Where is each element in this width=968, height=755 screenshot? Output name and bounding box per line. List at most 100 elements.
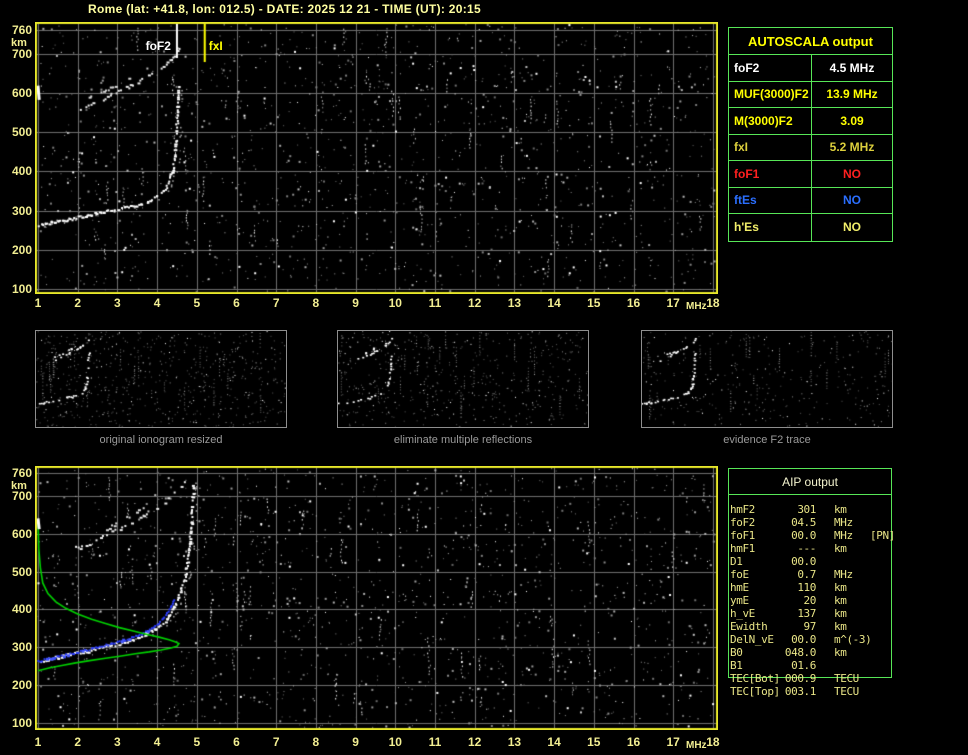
autoscala-row: M(3000)F2 3.09 [729, 108, 892, 135]
aip-param: h_vE [730, 607, 755, 620]
autoscala-value: 4.5 MHz [829, 60, 875, 75]
aip-param: hmF1 [730, 542, 755, 555]
x-axis-tick: 16 [626, 296, 641, 310]
aip-param: TEC[Top] [730, 685, 780, 698]
y-axis-tick: 400 [11, 164, 32, 179]
aip-note: [PN] [870, 529, 895, 542]
aip-unit: km [834, 503, 847, 516]
aip-param: Ewidth [730, 620, 768, 633]
aip-unit [834, 555, 868, 568]
x-axis-tick: 7 [272, 735, 280, 749]
x-axis-tick: 13 [507, 296, 522, 310]
aip-value: 97 [803, 620, 817, 633]
x-axis-tick: 8 [312, 735, 320, 749]
panel-eliminate-reflections-canvas [338, 331, 588, 427]
autoscala-value: 5.2 MHz [829, 140, 875, 155]
autoscala-param: ftEs [729, 187, 812, 213]
autoscala-param: MUF(3000)F2 [729, 81, 812, 107]
autoscala-row: foF2 4.5 MHz [729, 55, 892, 82]
x-axis-tick: 12 [468, 735, 482, 749]
aip-table-title: AIP output [729, 469, 891, 495]
aip-row: B0 048.0 km [730, 646, 910, 659]
aip-param: DelN_vE [730, 633, 774, 646]
x-axis-tick: 2 [74, 296, 82, 310]
x-axis-tick: 5 [193, 735, 201, 749]
autoscala-table-title: AUTOSCALA output [729, 28, 892, 55]
autoscala-value: 3.09 [840, 113, 864, 128]
x-axis-tick: 1 [34, 296, 42, 310]
panel-caption-evidence: evidence F2 trace [723, 434, 811, 446]
aip-unit: MHz [834, 568, 853, 581]
aip-value: --- [797, 542, 816, 555]
aip-row: h_vE 137 km [730, 607, 910, 620]
aip-row: foF1 00.0 MHz [PN] [730, 529, 910, 542]
aip-row: DelN_vE 00.0 m^(-3) [730, 633, 910, 646]
y-axis-tick: 760 [11, 466, 32, 480]
autoscala-value: NO [843, 166, 861, 181]
y-axis-tick: 600 [11, 526, 32, 541]
aip-param: D1 [730, 555, 743, 568]
page-title: Rome (lat: +41.8, lon: 012.5) - DATE: 20… [88, 2, 481, 16]
aip-unit: km [834, 646, 847, 659]
aip-unit: MHz [834, 516, 853, 529]
x-axis-tick: 18 [706, 296, 720, 310]
autoscala-row: foF1 NO [729, 161, 892, 188]
x-axis-tick: 3 [114, 296, 121, 310]
x-axis-tick: 9 [352, 296, 359, 310]
y-axis-tick: 700 [11, 488, 32, 503]
aip-value: 00.0 [791, 555, 816, 568]
y-axis-unit-label: km [11, 37, 27, 49]
y-axis-tick: 200 [11, 678, 32, 693]
aip-unit: TECU [834, 685, 859, 698]
x-axis-tick: 6 [233, 735, 240, 749]
fof2-marker-label: foF2 [145, 39, 171, 53]
aip-value: 04.5 [791, 516, 816, 529]
aip-unit: km [834, 607, 847, 620]
x-axis-tick: 15 [587, 735, 601, 749]
x-axis-tick: 16 [626, 735, 641, 749]
x-axis-tick: 7 [272, 296, 280, 310]
autoscala-table-rows: foF2 4.5 MHz MUF(3000)F2 13.9 MHz M(3000)F2 3… [729, 55, 892, 241]
y-axis-tick: 100 [11, 281, 32, 296]
aip-table-rows: hmF2 301 km foF2 04.5 MHz foF1 00.0 MHz [PN] hmF1 -… [730, 503, 910, 698]
autoscala-value: NO [843, 193, 861, 208]
x-axis-tick: 10 [388, 735, 402, 749]
aip-unit: km [834, 542, 847, 555]
x-axis-tick: 8 [312, 296, 320, 310]
panel-original-ionogram [35, 330, 287, 428]
aip-param: ymE [730, 594, 749, 607]
aip-value: 00.0 [791, 633, 816, 646]
panel-caption-eliminate: eliminate multiple reflections [393, 434, 533, 446]
autoscala-param: foF2 [729, 55, 812, 81]
x-axis-tick: 3 [114, 735, 121, 749]
x-axis-tick: 4 [153, 296, 161, 310]
aip-param: foF1 [730, 529, 755, 542]
y-axis-tick: 760 [11, 23, 32, 37]
autoscala-row: ftEs NO [729, 187, 892, 214]
aip-row: hmF2 301 km [730, 503, 910, 516]
y-axis-unit-label: km [11, 480, 27, 492]
aip-unit: m^(-3) [834, 633, 872, 646]
x-axis-tick: 17 [666, 735, 680, 749]
y-axis-tick: 700 [11, 46, 32, 61]
y-axis-tick: 100 [11, 716, 32, 731]
x-axis-tick: 6 [233, 296, 240, 310]
x-axis-tick: 10 [388, 296, 402, 310]
panel-original-ionogram-canvas [36, 331, 286, 427]
y-axis-tick: 400 [11, 602, 32, 617]
aip-value: 0.7 [797, 568, 816, 581]
aip-value: 01.6 [791, 659, 816, 672]
aip-unit: km [834, 594, 847, 607]
x-axis-tick: 9 [352, 735, 359, 749]
aip-param: TEC[Bot] [730, 672, 780, 685]
x-axis-tick: 13 [507, 735, 522, 749]
x-axis-tick: 15 [587, 296, 601, 310]
aip-row: foF2 04.5 MHz [730, 516, 910, 529]
aip-unit: km [834, 620, 847, 633]
aip-row: TEC[Bot] 000.9 TECU [730, 672, 910, 685]
aip-value: 20 [803, 594, 817, 607]
aip-value: 003.1 [784, 685, 817, 698]
autoscala-value: 13.9 MHz [826, 87, 878, 102]
x-axis-tick: 4 [153, 735, 161, 749]
panel-caption-original: original ionogram resized [99, 434, 223, 446]
